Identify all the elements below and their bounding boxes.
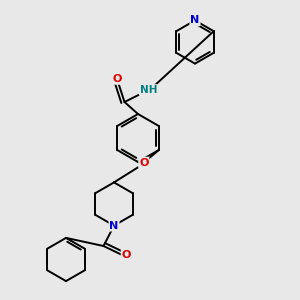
Text: O: O: [112, 74, 122, 84]
Text: N: N: [110, 220, 118, 231]
Text: N: N: [190, 15, 200, 26]
Text: O: O: [139, 158, 148, 168]
Text: O: O: [122, 250, 131, 260]
Text: NH: NH: [140, 85, 157, 95]
